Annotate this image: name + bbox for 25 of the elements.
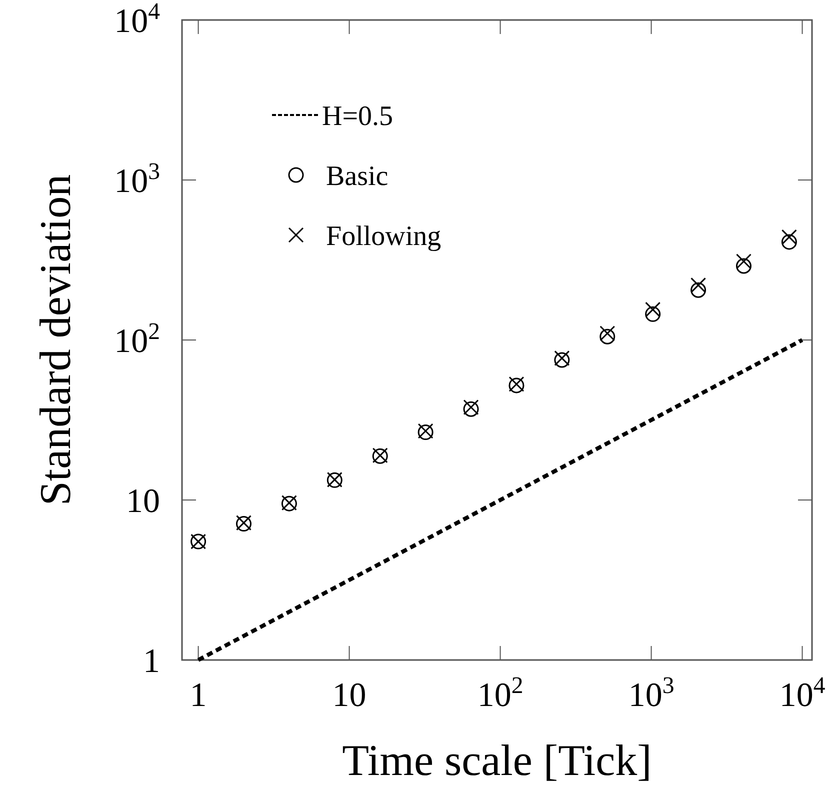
point — [736, 254, 752, 270]
point — [645, 306, 661, 322]
y-axis-title: Standard deviation — [31, 174, 80, 506]
y-tick-label: 10 — [126, 483, 160, 520]
legend-label: H=0.5 — [322, 101, 394, 132]
point — [690, 277, 706, 293]
x-tick-label: 1 — [190, 677, 207, 714]
y-tick-label: 1 — [143, 643, 160, 680]
point — [736, 258, 752, 274]
point — [600, 326, 616, 342]
x-tick-label: 10$^{4}$ — [779, 673, 826, 714]
point — [645, 302, 661, 318]
y-tick-label: 10$^{2}$ — [114, 319, 160, 360]
point — [781, 229, 797, 245]
point — [600, 328, 616, 344]
legend-label: Following — [326, 221, 442, 252]
legend-label: Basic — [326, 161, 388, 192]
x-tick-label: 10 — [332, 677, 366, 714]
x-axis-title: Time scale [Tick] — [342, 736, 652, 785]
point — [781, 234, 797, 250]
x-tick-label: 10$^{3}$ — [628, 673, 674, 714]
x-tick-label: 10$^{2}$ — [477, 673, 524, 714]
y-tick-label: 10$^{3}$ — [114, 159, 160, 200]
y-tick-label: 10$^{4}$ — [114, 0, 160, 40]
point — [690, 282, 706, 298]
